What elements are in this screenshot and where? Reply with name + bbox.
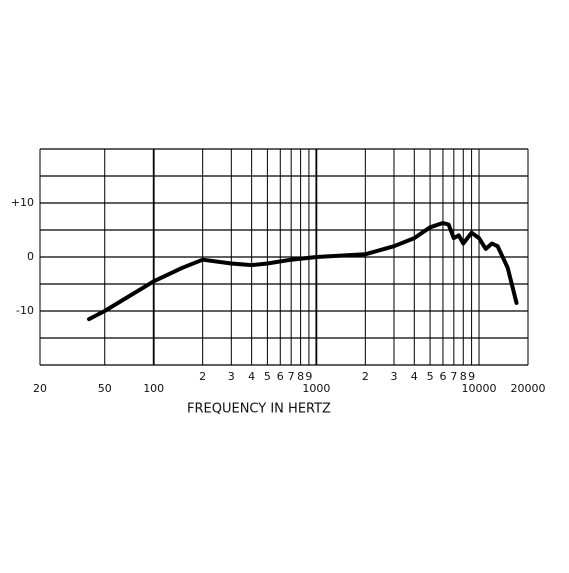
x-tick-label: 5 [264,370,271,383]
x-tick-label: 1000 [302,382,330,395]
x-tick-label: 2 [362,370,369,383]
x-tick-label: 2 [199,370,206,383]
x-tick-label: 4 [248,370,255,383]
x-tick-label: 10000 [462,382,497,395]
x-tick-label: 9 [305,370,312,383]
y-tick-label: +10 [11,196,34,209]
x-tick-label: 4 [411,370,418,383]
x-tick-label: 50 [98,382,112,395]
x-tick-label: 5 [427,370,434,383]
x-tick-label: 20000 [511,382,546,395]
x-tick-label: 6 [439,370,446,383]
x-tick-label: 3 [228,370,235,383]
x-tick-label: 7 [288,370,295,383]
x-tick-label: 7 [450,370,457,383]
x-axis-label: FREQUENCY IN HERTZ [187,402,331,417]
y-tick-label: -10 [16,304,34,317]
x-tick-label: 9 [468,370,475,383]
x-tick-label: 100 [143,382,164,395]
x-tick-label: 8 [297,370,304,383]
x-tick-label: 20 [33,382,47,395]
x-tick-label: 3 [390,370,397,383]
x-tick-label: 8 [460,370,467,383]
y-tick-label: 0 [27,250,34,263]
response-curve [87,221,519,322]
x-tick-label: 6 [277,370,284,383]
